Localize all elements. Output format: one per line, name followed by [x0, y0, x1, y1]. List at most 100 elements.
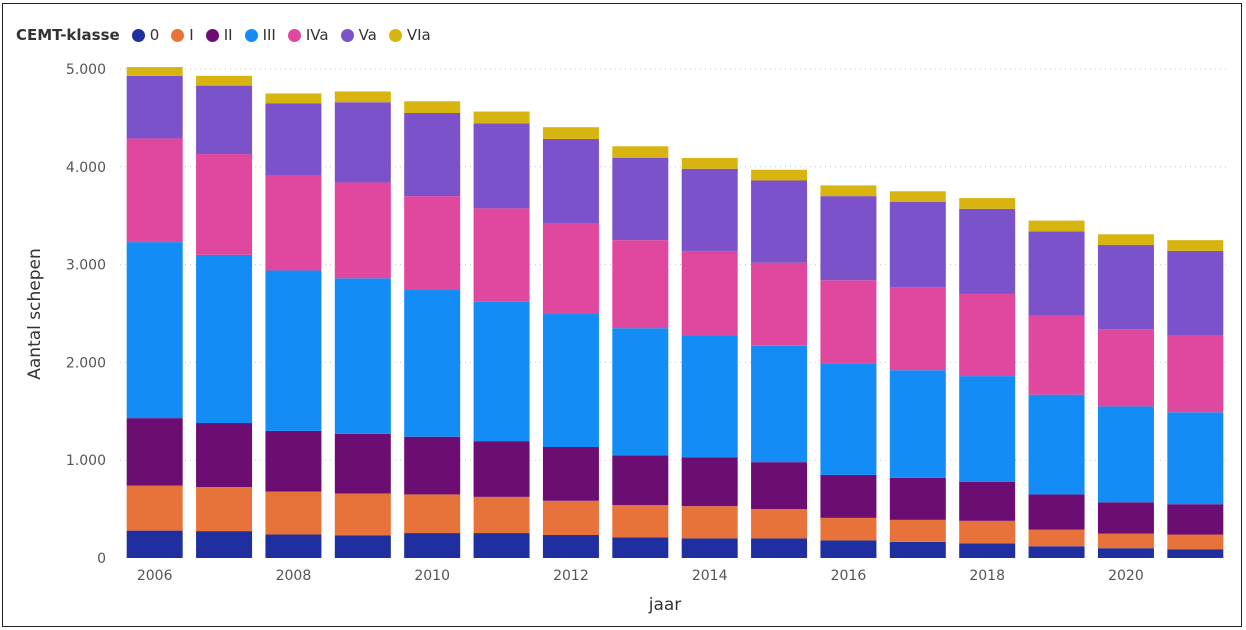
bar-segment-2013-III[interactable] [612, 328, 669, 456]
bar-segment-2019-Va[interactable] [1028, 231, 1085, 316]
bar-segment-2007-III[interactable] [196, 254, 253, 424]
bar-segment-2009-IVa[interactable] [334, 182, 391, 279]
bar-segment-2010-IVa[interactable] [404, 196, 461, 291]
bar-segment-2013-II[interactable] [612, 455, 669, 506]
bar-segment-2012-IVa[interactable] [542, 223, 599, 314]
bar-segment-2015-0[interactable] [751, 538, 808, 558]
bar-segment-2010-III[interactable] [404, 290, 461, 437]
bar-segment-2007-IVa[interactable] [196, 154, 253, 255]
bar-segment-2010-VIa[interactable] [404, 101, 461, 114]
bar-segment-2020-0[interactable] [1097, 548, 1154, 558]
bar-segment-2013-IVa[interactable] [612, 240, 669, 329]
bar-segment-2007-0[interactable] [196, 531, 253, 558]
bar-segment-2012-0[interactable] [542, 535, 599, 558]
bar-segment-2021-0[interactable] [1167, 549, 1224, 558]
bar-segment-2018-I[interactable] [959, 520, 1016, 544]
legend-item-III[interactable]: III [244, 26, 276, 44]
bar-segment-2020-Va[interactable] [1097, 245, 1154, 330]
bar-segment-2020-IVa[interactable] [1097, 329, 1154, 407]
bar-segment-2007-VIa[interactable] [196, 75, 253, 86]
bar-segment-2011-Va[interactable] [473, 123, 530, 209]
bar-segment-2010-II[interactable] [404, 436, 461, 495]
bar-segment-2012-I[interactable] [542, 500, 599, 536]
bar-segment-2011-0[interactable] [473, 533, 530, 558]
bar-segment-2007-Va[interactable] [196, 85, 253, 155]
bar-segment-2019-VIa[interactable] [1028, 220, 1085, 232]
bar-segment-2009-0[interactable] [334, 535, 391, 558]
bar-segment-2006-0[interactable] [126, 530, 183, 558]
bar-segment-2010-0[interactable] [404, 533, 461, 558]
bar-segment-2016-II[interactable] [820, 474, 877, 518]
bar-segment-2009-II[interactable] [334, 433, 391, 494]
bar-segment-2017-VIa[interactable] [889, 191, 946, 203]
legend-item-I[interactable]: I [171, 26, 194, 44]
bar-segment-2009-VIa[interactable] [334, 91, 391, 103]
bar-segment-2014-II[interactable] [681, 457, 738, 507]
bar-segment-2021-IVa[interactable] [1167, 335, 1224, 413]
bar-segment-2020-III[interactable] [1097, 406, 1154, 503]
bar-segment-2013-0[interactable] [612, 537, 669, 558]
bar-segment-2009-I[interactable] [334, 493, 391, 536]
legend-item-IVa[interactable]: IVa [287, 26, 329, 44]
bar-segment-2018-0[interactable] [959, 543, 1016, 558]
bar-segment-2011-II[interactable] [473, 441, 530, 497]
bar-segment-2008-I[interactable] [265, 491, 322, 535]
bar-segment-2018-III[interactable] [959, 376, 1016, 482]
bar-segment-2020-VIa[interactable] [1097, 234, 1154, 246]
bar-segment-2014-0[interactable] [681, 538, 738, 558]
bar-segment-2006-VIa[interactable] [126, 67, 183, 76]
bar-segment-2016-I[interactable] [820, 517, 877, 541]
bar-segment-2011-IVa[interactable] [473, 208, 530, 302]
bar-segment-2021-Va[interactable] [1167, 250, 1224, 336]
bar-segment-2019-I[interactable] [1028, 529, 1085, 547]
bar-segment-2017-IVa[interactable] [889, 287, 946, 371]
bar-segment-2007-II[interactable] [196, 423, 253, 488]
bar-segment-2017-III[interactable] [889, 370, 946, 478]
bar-segment-2020-I[interactable] [1097, 533, 1154, 549]
bar-segment-2016-Va[interactable] [820, 196, 877, 281]
bar-segment-2006-Va[interactable] [126, 75, 183, 139]
bar-segment-2014-VIa[interactable] [681, 157, 738, 169]
bar-segment-2017-I[interactable] [889, 519, 946, 542]
bar-segment-2016-0[interactable] [820, 540, 877, 558]
bar-segment-2008-VIa[interactable] [265, 93, 322, 104]
bar-segment-2007-I[interactable] [196, 487, 253, 532]
bar-segment-2015-III[interactable] [751, 345, 808, 463]
bar-segment-2018-IVa[interactable] [959, 293, 1016, 377]
bar-segment-2012-VIa[interactable] [542, 127, 599, 139]
bar-segment-2015-Va[interactable] [751, 180, 808, 263]
bar-segment-2021-III[interactable] [1167, 412, 1224, 505]
bar-segment-2014-Va[interactable] [681, 168, 738, 251]
bar-segment-2013-I[interactable] [612, 505, 669, 538]
bar-segment-2017-0[interactable] [889, 541, 946, 558]
bar-segment-2008-IVa[interactable] [265, 175, 322, 271]
bar-segment-2019-II[interactable] [1028, 494, 1085, 530]
bar-segment-2014-I[interactable] [681, 506, 738, 539]
legend-item-II[interactable]: II [205, 26, 233, 44]
bar-segment-2012-III[interactable] [542, 313, 599, 447]
bar-segment-2020-II[interactable] [1097, 502, 1154, 534]
bar-segment-2011-VIa[interactable] [473, 111, 530, 124]
bar-segment-2009-III[interactable] [334, 278, 391, 434]
bar-segment-2021-I[interactable] [1167, 534, 1224, 550]
legend-item-Va[interactable]: Va [340, 26, 377, 44]
bar-segment-2006-IVa[interactable] [126, 138, 183, 243]
legend-item-VIa[interactable]: VIa [388, 26, 431, 44]
bar-segment-2015-VIa[interactable] [751, 169, 808, 181]
bar-segment-2018-VIa[interactable] [959, 198, 1016, 209]
bar-segment-2011-I[interactable] [473, 496, 530, 534]
bar-segment-2006-I[interactable] [126, 485, 183, 531]
bar-segment-2008-III[interactable] [265, 270, 322, 431]
legend-item-0[interactable]: 0 [131, 26, 159, 44]
bar-segment-2009-Va[interactable] [334, 102, 391, 183]
bar-segment-2013-VIa[interactable] [612, 146, 669, 158]
bar-segment-2021-VIa[interactable] [1167, 240, 1224, 251]
bar-segment-2015-I[interactable] [751, 509, 808, 539]
bar-segment-2012-Va[interactable] [542, 138, 599, 224]
bar-segment-2016-III[interactable] [820, 363, 877, 475]
bar-segment-2016-IVa[interactable] [820, 280, 877, 364]
bar-segment-2013-Va[interactable] [612, 157, 669, 241]
bar-segment-2017-Va[interactable] [889, 202, 946, 288]
bar-segment-2014-IVa[interactable] [681, 250, 738, 336]
bar-segment-2012-II[interactable] [542, 446, 599, 501]
